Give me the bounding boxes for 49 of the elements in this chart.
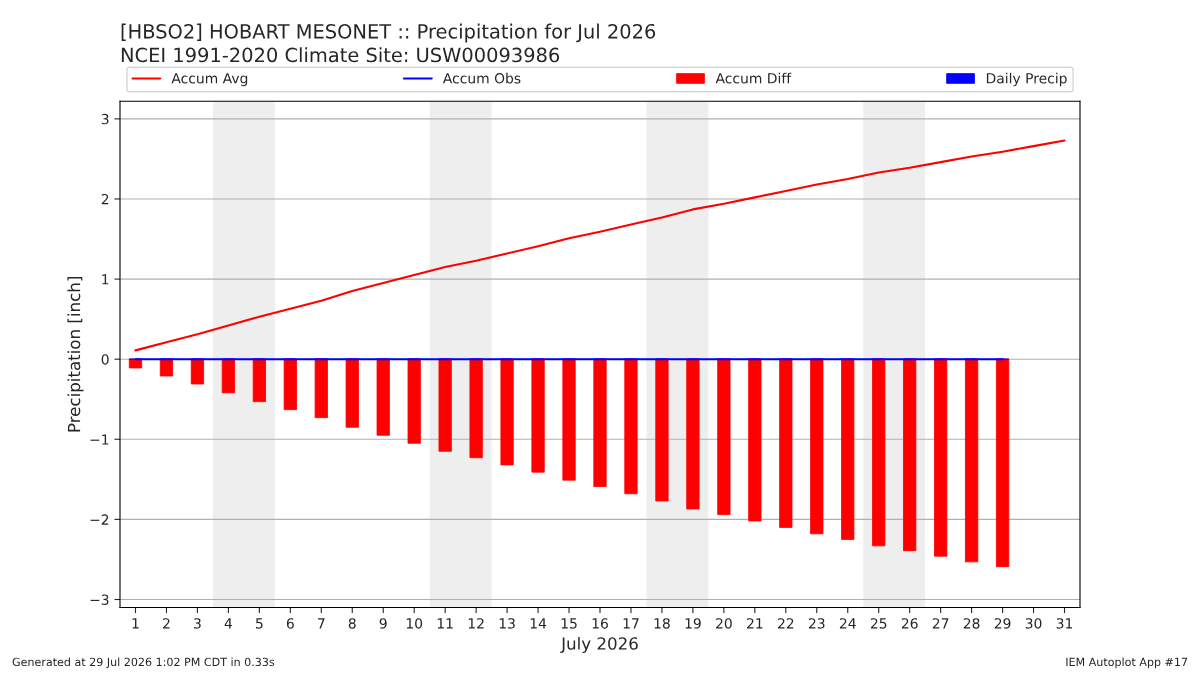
x-tick-label: 10 (406, 618, 423, 629)
x-tick-label: 8 (348, 618, 356, 629)
x-tick-label: 26 (901, 618, 918, 629)
chart-title: [HBSO2] HOBART MESONET :: Precipitation for Jul 2026 (121, 23, 656, 43)
legend-label: Accum Obs (442, 72, 521, 84)
y-tick-label: 2 (101, 193, 109, 205)
legend-label: Accum Diff (715, 72, 792, 84)
x-tick-label: 29 (994, 618, 1011, 629)
x-tick-label: 15 (561, 618, 577, 629)
y-tick-label: −3 (90, 594, 109, 605)
x-tick-label: 16 (592, 618, 608, 629)
x-tick-label: 6 (286, 618, 294, 629)
x-tick-label: 9 (379, 618, 387, 629)
x-tick-label: 24 (839, 618, 856, 629)
legend-label: Accum Avg (171, 73, 248, 87)
y-axis-title: Precipitation [inch] (67, 277, 84, 432)
x-tick-label: 18 (654, 618, 670, 629)
x-axis-title: July 2026 (560, 636, 638, 654)
x-tick-label: 5 (256, 618, 263, 629)
text: IEM Autoplot App #17 (1066, 657, 1188, 669)
line-series (134, 139, 1066, 352)
x-tick-label: 25 (870, 618, 887, 629)
x-tick-label: 2 (163, 618, 170, 629)
x-tick-label: 30 (1025, 618, 1042, 629)
y-tick-label: 1 (102, 274, 109, 285)
x-tick-label: 7 (318, 618, 325, 629)
x-tick-label: 22 (777, 618, 794, 629)
x-tick-label: 28 (963, 618, 980, 629)
x-tick-label: 17 (623, 618, 639, 629)
y-tick-label: −1 (90, 434, 109, 445)
x-tick-label: 1 (132, 618, 139, 629)
x-tick-label: 14 (530, 618, 547, 629)
legend-label: Daily Precip (986, 72, 1067, 87)
chart-subtitle: NCEI 1991-2020 Climate Site: USW00093986 (121, 47, 560, 63)
y-tick-label: −2 (90, 514, 109, 525)
x-tick-label: 13 (499, 618, 515, 629)
x-tick-label: 3 (194, 618, 201, 629)
x-tick-label: 27 (932, 618, 949, 629)
x-tick-label: 4 (224, 618, 233, 629)
x-tick-label: 11 (437, 618, 453, 629)
x-tick-label: 20 (716, 618, 732, 629)
text: Generated at 29 Jul 2026 1:02 PM CDT in 0.33s (12, 657, 275, 669)
x-tick-label: 12 (468, 618, 484, 629)
x-tick-label: 19 (685, 618, 701, 629)
x-tick-label: 21 (747, 618, 763, 629)
y-tick-label: 3 (101, 113, 109, 125)
y-tick-label: 0 (101, 354, 109, 365)
x-tick-label: 23 (808, 618, 825, 629)
x-tick-label: 31 (1056, 618, 1073, 629)
